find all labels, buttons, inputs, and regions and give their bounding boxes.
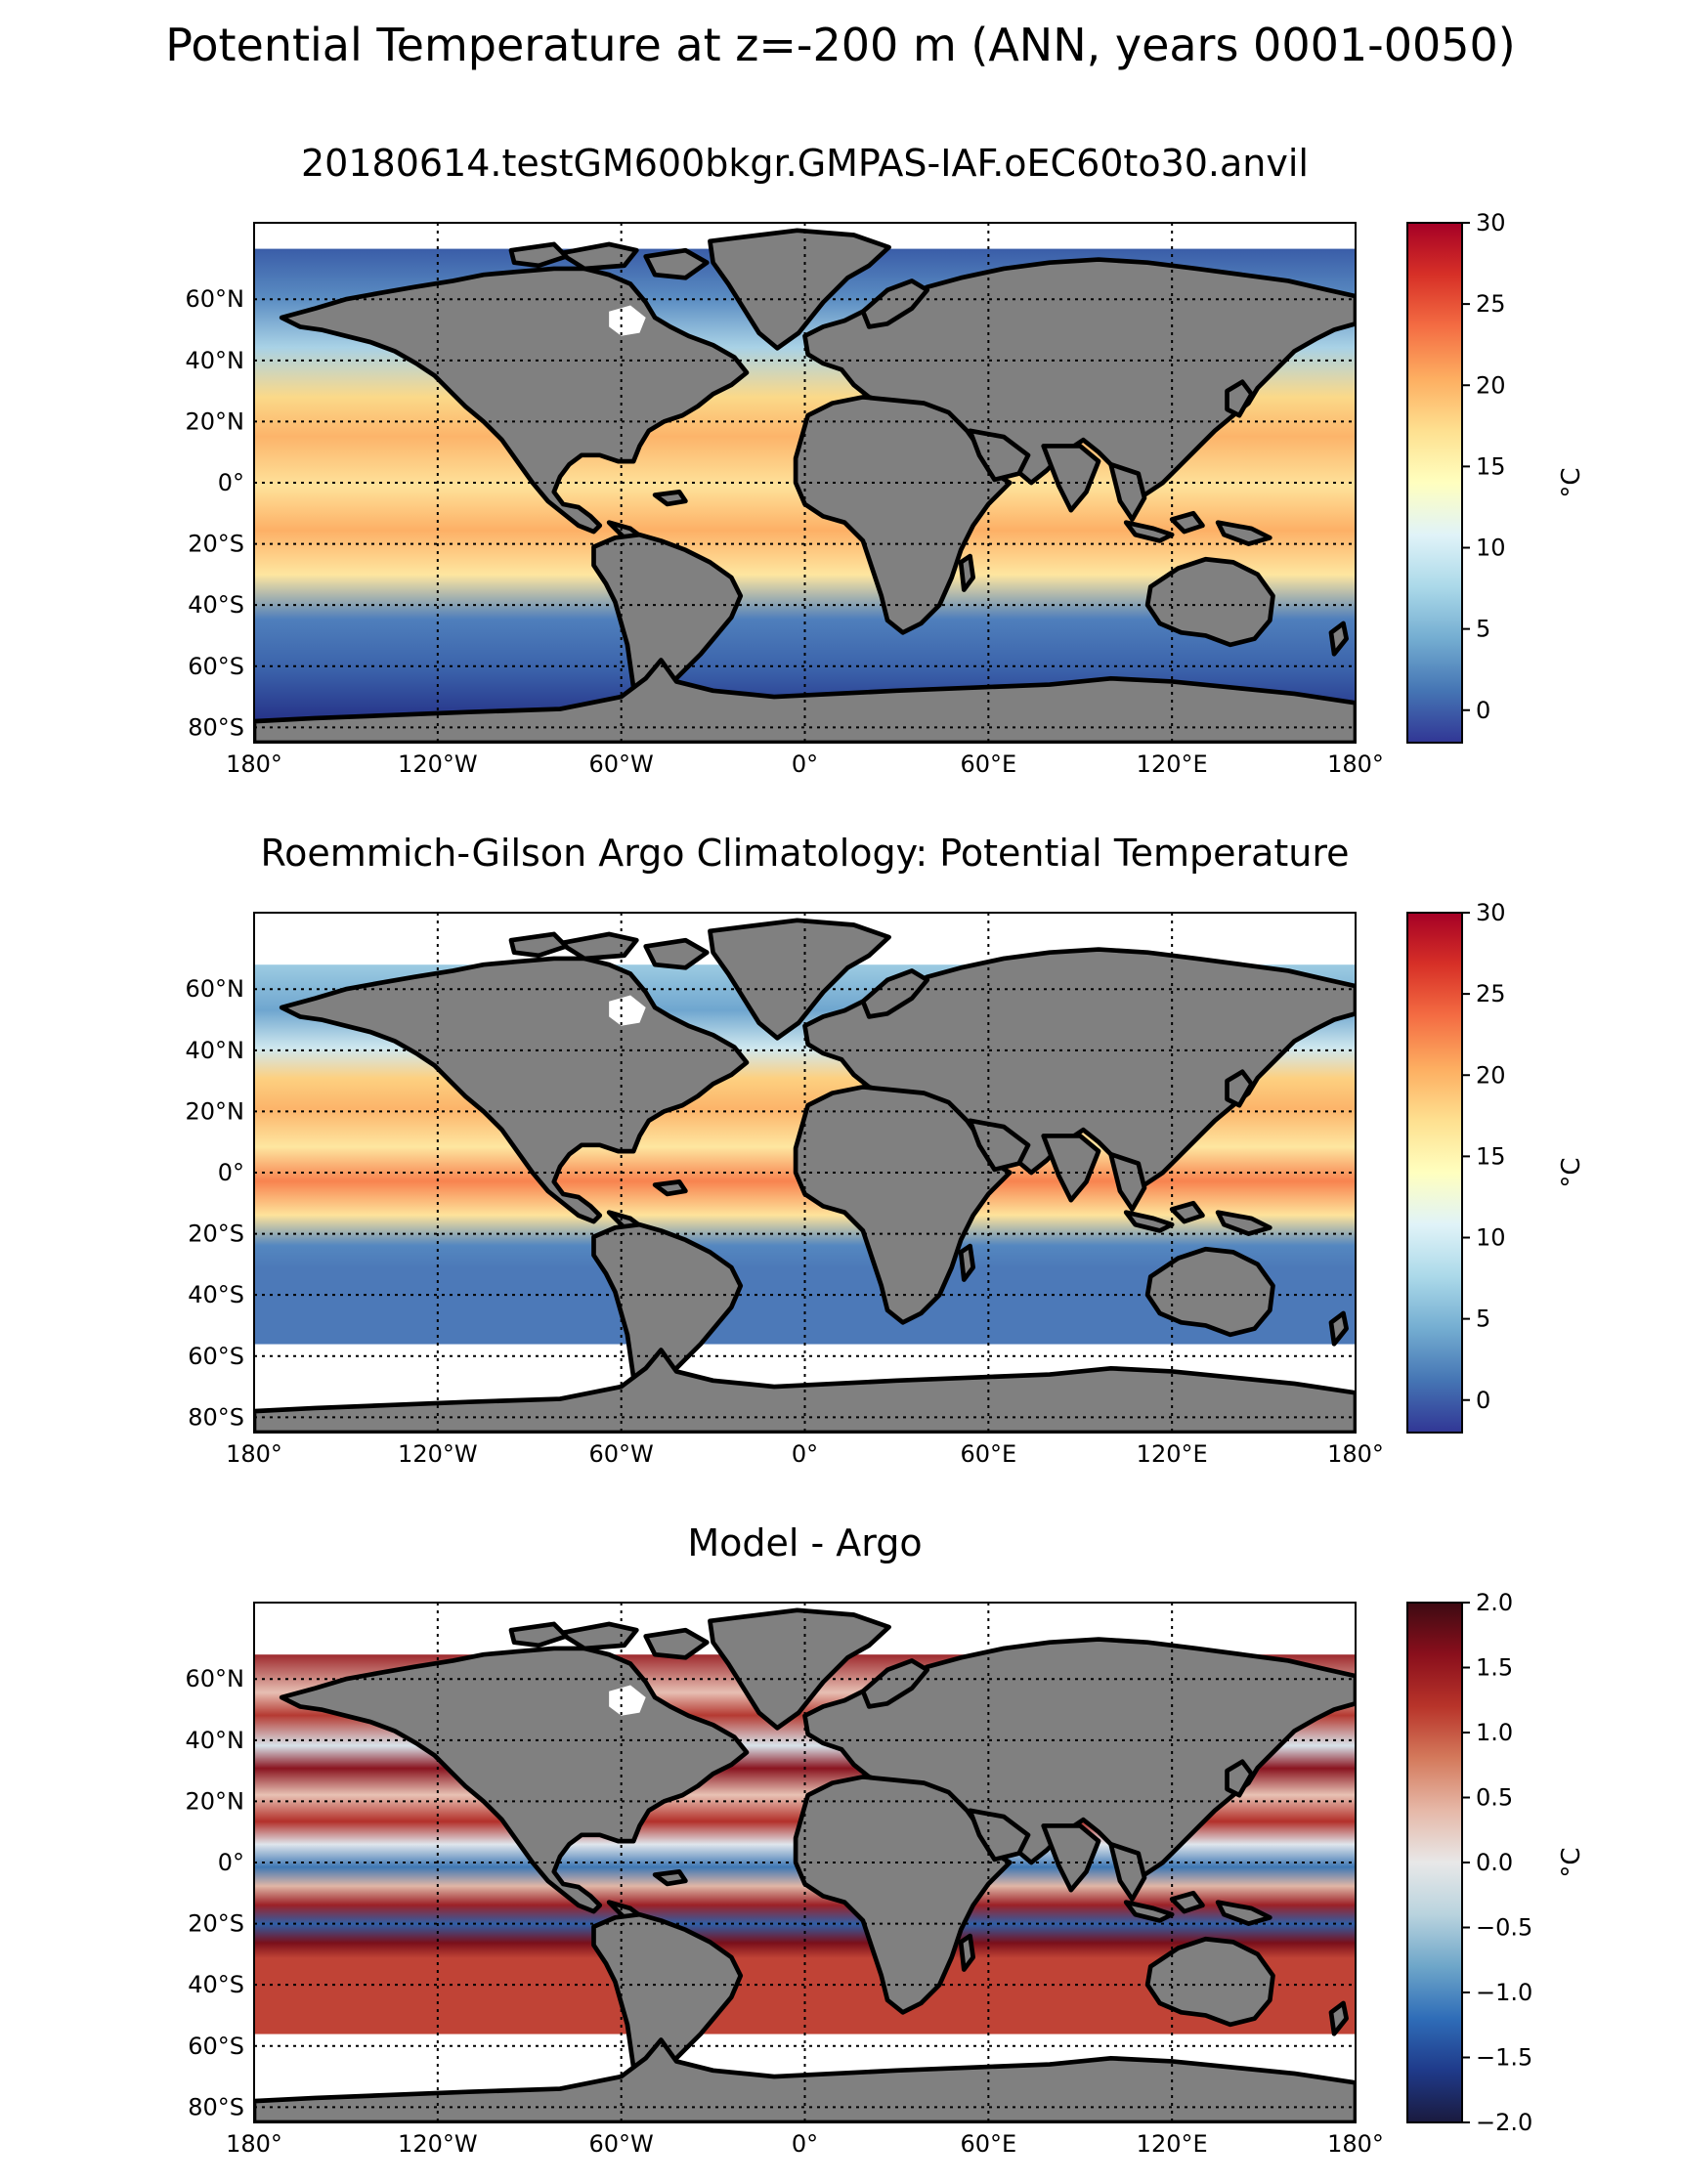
- colorbar-scale: [1406, 912, 1463, 1434]
- x-tick-label: 120°E: [1137, 750, 1208, 778]
- y-tick-label: 20°S: [188, 1220, 244, 1248]
- figure-title: Potential Temperature at z=-200 m (ANN, …: [165, 19, 1516, 71]
- panel-title: 20180614.testGM600bkgr.GMPAS-IAF.oEC60to…: [301, 142, 1309, 185]
- x-tick-label: 120°W: [398, 750, 478, 778]
- x-tick-label: 120°W: [398, 2130, 478, 2158]
- x-tick-label: 180°: [226, 1440, 282, 1468]
- y-tick-label: 60°N: [186, 1665, 245, 1692]
- colorbar-tick-label: 10: [1476, 1224, 1506, 1252]
- x-tick-label: 180°: [1327, 750, 1384, 778]
- y-tick-label: 60°S: [188, 653, 244, 680]
- colorbar-tick-label: 10: [1476, 535, 1506, 562]
- colorbar-tick-label: −1.5: [1476, 2044, 1532, 2072]
- colorbar-tick-label: 25: [1476, 980, 1506, 1007]
- map-area: [254, 1603, 1356, 2122]
- map-panel-1: 20180614.testGM600bkgr.GMPAS-IAF.oEC60to…: [186, 142, 1587, 778]
- colorbar-tick-label: 15: [1476, 1142, 1506, 1170]
- y-tick-label: 80°S: [188, 1403, 244, 1431]
- colorbar-scale: [1406, 222, 1463, 744]
- colorbar-tick-label: 5: [1476, 1306, 1490, 1333]
- map-area: [254, 223, 1356, 743]
- colorbar-label: °C: [1557, 1847, 1586, 1877]
- colorbar-tick-label: 30: [1476, 209, 1506, 236]
- x-tick-label: 0°: [792, 750, 818, 778]
- y-tick-label: 20°S: [188, 531, 244, 558]
- x-tick-label: 60°E: [960, 1440, 1016, 1468]
- colorbar: 30 25 20 15 10 5 0 °C: [1406, 209, 1586, 744]
- x-tick-label: 120°E: [1137, 2130, 1208, 2158]
- colorbar-tick-label: 20: [1476, 1061, 1506, 1089]
- y-tick-label: 80°S: [188, 2093, 244, 2120]
- x-tick-label: 60°W: [589, 750, 654, 778]
- colorbar: 30 25 20 15 10 5 0 °C: [1406, 899, 1586, 1434]
- y-tick-label: 40°S: [188, 1281, 244, 1308]
- map-panel-2: Roemmich-Gilson Argo Climatology: Potent…: [186, 832, 1587, 1468]
- map-frame: [253, 222, 1357, 744]
- colorbar-tick-label: 0: [1476, 697, 1490, 724]
- colorbar: 2.0 1.5 1.0 0.5 0.0 −0.5 −1.0 −1.5 −2.0 °C: [1406, 1589, 1586, 2136]
- x-tick-label: 180°: [226, 2130, 282, 2158]
- panel-title: Roemmich-Gilson Argo Climatology: Potent…: [260, 832, 1349, 875]
- x-tick-label: 120°W: [398, 1440, 478, 1468]
- colorbar-tick-label: 5: [1476, 616, 1490, 643]
- x-tick-label: 60°W: [589, 2130, 654, 2158]
- x-tick-label: 0°: [792, 1440, 818, 1468]
- y-tick-label: 40°S: [188, 1971, 244, 1998]
- colorbar-label: °C: [1557, 1157, 1586, 1187]
- colorbar-tick-label: 0.0: [1476, 1849, 1513, 1876]
- colorbar-tick-label: 30: [1476, 899, 1506, 926]
- x-tick-label: 180°: [1327, 1440, 1384, 1468]
- x-tick-label: 180°: [226, 750, 282, 778]
- colorbar-scale: [1406, 1602, 1463, 2123]
- colorbar-tick-label: 25: [1476, 290, 1506, 318]
- map-panel-3: Model - Argo 180° 120°W 60°W 0° 60°E 120°E 180°…: [186, 1521, 1587, 2158]
- x-tick-label: 120°E: [1137, 1440, 1208, 1468]
- y-tick-label: 60°N: [186, 285, 245, 313]
- map-area: [254, 913, 1356, 1433]
- panel-title: Model - Argo: [687, 1521, 922, 1564]
- y-tick-label: 20°N: [186, 1097, 245, 1125]
- y-tick-label: 40°S: [188, 591, 244, 619]
- y-tick-label: 20°N: [186, 407, 245, 435]
- colorbar-label: °C: [1557, 467, 1586, 497]
- colorbar-tick-label: 0.5: [1476, 1784, 1513, 1812]
- colorbar-tick-label: −2.0: [1476, 2109, 1532, 2136]
- y-tick-label: 60°N: [186, 975, 245, 1003]
- x-tick-label: 60°E: [960, 750, 1016, 778]
- colorbar-tick-label: −0.5: [1476, 1914, 1532, 1942]
- x-tick-label: 180°: [1327, 2130, 1384, 2158]
- y-tick-label: 80°S: [188, 713, 244, 741]
- colorbar-tick-label: 0: [1476, 1387, 1490, 1414]
- y-tick-label: 0°: [218, 1849, 244, 1876]
- colorbar-tick-label: 20: [1476, 371, 1506, 399]
- colorbar-tick-label: 2.0: [1476, 1589, 1513, 1616]
- y-tick-label: 0°: [218, 1159, 244, 1186]
- y-tick-label: 40°N: [186, 347, 245, 374]
- colorbar-tick-label: 1.5: [1476, 1654, 1513, 1682]
- y-tick-label: 0°: [218, 469, 244, 496]
- y-tick-label: 20°N: [186, 1787, 245, 1815]
- map-frame: [253, 1602, 1357, 2123]
- y-tick-label: 20°S: [188, 1910, 244, 1938]
- x-tick-label: 0°: [792, 2130, 818, 2158]
- colorbar-tick-label: −1.0: [1476, 1979, 1532, 2006]
- y-tick-label: 60°S: [188, 2033, 244, 2060]
- colorbar-tick-label: 1.0: [1476, 1719, 1513, 1746]
- y-tick-label: 40°N: [186, 1037, 245, 1064]
- y-tick-label: 40°N: [186, 1727, 245, 1754]
- x-tick-label: 60°E: [960, 2130, 1016, 2158]
- x-tick-label: 60°W: [589, 1440, 654, 1468]
- map-frame: [253, 912, 1357, 1434]
- y-tick-label: 60°S: [188, 1343, 244, 1370]
- colorbar-tick-label: 15: [1476, 452, 1506, 480]
